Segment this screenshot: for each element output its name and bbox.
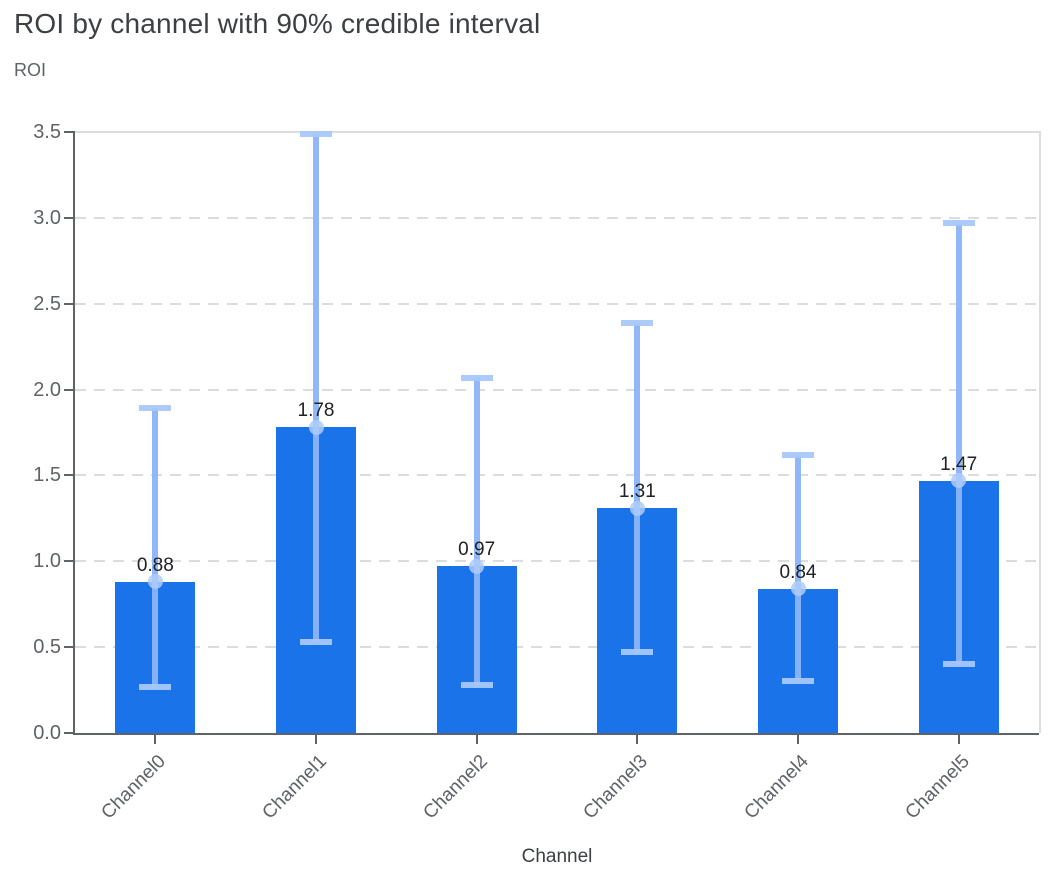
y-tick-mark-1.5 [64,474,73,477]
gridline-1.5 [75,474,1039,477]
value-label-Channel5: 1.47 [940,453,978,475]
y-tick-label-3.0: 3.0 [33,206,61,229]
error-cap-low-Channel0 [139,683,172,690]
y-tick-mark-2.5 [64,302,73,305]
y-tick-label-1.0: 1.0 [33,550,61,573]
x-tick-mark-Channel2 [475,735,478,744]
error-cap-low-Channel2 [460,681,493,688]
gridline-3.0 [75,216,1039,219]
chart-title: ROI by channel with 90% credible interva… [14,8,541,39]
y-tick-mark-3.5 [64,131,73,133]
value-label-Channel3: 1.31 [618,481,656,503]
error-bar-Channel3 [634,322,641,653]
error-cap-low-Channel3 [621,649,654,656]
error-bar-Channel1 [313,133,319,642]
value-label-Channel1: 1.78 [297,400,335,422]
error-bar-Channel0 [152,408,159,687]
y-tick-label-2.5: 2.5 [33,292,61,315]
x-tick-mark-Channel5 [957,735,960,744]
error-bar-Channel2 [473,377,480,685]
y-tick-label-2.0: 2.0 [33,378,61,401]
value-label-Channel0: 0.88 [136,554,174,576]
x-tick-mark-Channel4 [797,735,799,744]
plot-top-border [75,131,1039,133]
y-tick-mark-0.0 [64,732,73,734]
x-tick-mark-Channel1 [315,735,317,744]
y-tick-label-0.5: 0.5 [33,636,61,659]
mean-dot-Channel0 [147,574,163,590]
gridline-2.0 [75,388,1039,391]
plot-right-border [1039,131,1041,733]
y-tick-mark-2.0 [64,388,73,391]
mean-dot-Channel3 [629,500,645,516]
mean-dot-Channel2 [469,558,485,574]
y-tick-label-3.5: 3.5 [33,121,61,143]
error-cap-high-Channel5 [942,220,975,226]
value-label-Channel4: 0.84 [779,561,817,583]
mean-dot-Channel4 [790,581,806,597]
error-bar-Channel5 [955,223,962,665]
plot-area: 0.0 0.5 1.0 1.5 2.0 2.5 3.0 3.5 0.88 1.78 0.97 1.3… [33,122,1041,823]
error-cap-low-Channel1 [300,638,332,645]
y-tick-label-1.5: 1.5 [33,464,61,487]
error-bar-Channel4 [795,454,801,682]
y-tick-mark-1.0 [64,560,73,563]
mean-dot-Channel1 [308,419,324,435]
error-cap-high-Channel1 [300,130,332,137]
error-cap-low-Channel4 [782,678,814,685]
gridline-1.0 [75,560,1039,563]
error-cap-low-Channel5 [942,661,975,668]
y-tick-mark-0.5 [64,646,73,649]
y-tick-label-0.0: 0.0 [33,722,61,744]
x-tick-mark-Channel0 [154,735,157,744]
value-label-Channel2: 0.97 [458,539,496,561]
mean-dot-Channel5 [951,473,967,489]
gridline-0.5 [75,646,1039,649]
x-axis-line [73,733,1039,735]
y-axis-title: ROI [14,60,47,80]
x-axis-title: Channel [521,846,593,867]
gridline-2.5 [75,302,1039,305]
y-tick-mark-3.0 [64,216,73,219]
error-cap-high-Channel4 [782,451,814,458]
y-axis-line [73,131,75,735]
error-cap-high-Channel3 [621,319,654,326]
x-tick-mark-Channel3 [636,735,639,744]
error-cap-high-Channel2 [460,374,493,381]
error-cap-high-Channel0 [139,405,172,412]
